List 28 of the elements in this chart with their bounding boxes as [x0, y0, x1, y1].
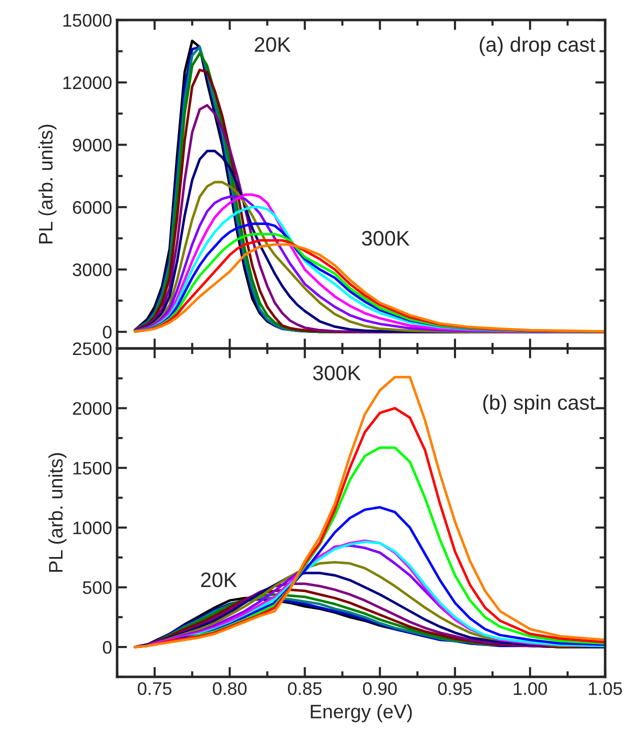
y-tick-label: 3000 — [72, 263, 112, 276]
y-tick-label: 1000 — [73, 522, 112, 534]
annotation: 300K — [313, 366, 361, 380]
annotation: 20K — [201, 572, 237, 588]
y-tick-label: 0 — [102, 326, 112, 339]
y-axis-title: PL (arb. units) — [48, 453, 67, 572]
x-tick-label: 0.90 — [363, 682, 397, 695]
y-axis-title: PL (arb. units) — [38, 124, 56, 244]
annotation: 300K — [362, 230, 410, 246]
y-tick-label: 0 — [102, 640, 112, 654]
annotation: (b) spin cast — [483, 394, 596, 414]
x-tick-label: 0.85 — [288, 682, 322, 695]
x-tick-label: 1.05 — [588, 682, 622, 695]
annotation: 20K — [254, 37, 291, 52]
y-tick-label: 6000 — [73, 201, 112, 214]
y-tick-label: 2000 — [72, 402, 112, 415]
y-tick-label: 9000 — [72, 138, 112, 152]
x-tick-label: 0.95 — [438, 682, 472, 695]
y-tick-label: 1500 — [73, 462, 112, 475]
y-tick-label: 2500 — [72, 342, 112, 356]
y-tick-label: 12000 — [63, 76, 112, 90]
y-tick-label: 15000 — [63, 14, 112, 27]
x-tick-label: 0.80 — [212, 682, 247, 695]
y-tick-label: 500 — [82, 581, 112, 594]
x-tick-label: 1.00 — [514, 682, 547, 695]
x-axis-title: Energy (eV) — [310, 704, 412, 722]
x-tick-label: 0.75 — [138, 682, 172, 695]
annotation: (a) drop cast — [480, 36, 596, 56]
